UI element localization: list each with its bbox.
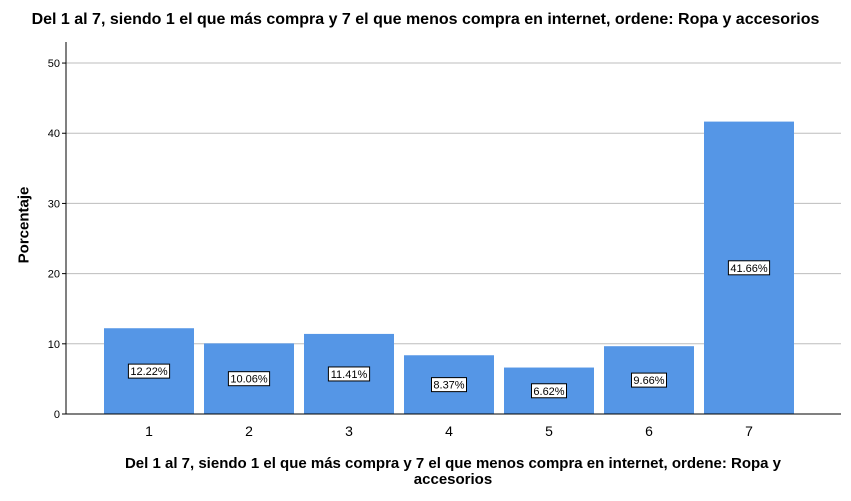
data-label-box: [531, 383, 567, 399]
data-label: 8.37%: [433, 380, 464, 392]
data-label: 10.06%: [230, 374, 268, 386]
y-tick-label: 50: [48, 58, 60, 70]
data-label: 11.41%: [331, 369, 368, 381]
data-label-box: [327, 366, 371, 382]
data-label-box: [631, 372, 667, 388]
y-tick-label: 30: [48, 198, 60, 210]
data-label: 9.66%: [633, 375, 664, 387]
data-label-box: [431, 377, 467, 393]
x-tick-label: 2: [245, 423, 253, 439]
data-label: 12.22%: [130, 366, 168, 378]
x-tick-label: 5: [545, 423, 553, 439]
data-label-box: [727, 260, 771, 276]
x-tick-label: 7: [745, 423, 753, 439]
data-label: 41.66%: [730, 263, 768, 275]
y-tick-label: 40: [48, 128, 60, 140]
y-tick-label: 20: [48, 269, 60, 281]
data-label: 6.62%: [533, 386, 564, 398]
y-tick-label: 10: [48, 339, 60, 351]
data-label-box: [227, 371, 271, 387]
x-tick-label: 4: [445, 423, 453, 439]
x-tick-label: 6: [645, 423, 653, 439]
x-tick-label: 1: [145, 423, 153, 439]
x-tick-label: 3: [345, 423, 353, 439]
chart-title: Del 1 al 7, siendo 1 el que más compra y…: [31, 11, 820, 28]
x-axis-label: Del 1 al 7, siendo 1 el que más compra y…: [124, 455, 782, 488]
y-tick-label: 0: [54, 409, 60, 421]
data-label-box: [127, 363, 171, 379]
